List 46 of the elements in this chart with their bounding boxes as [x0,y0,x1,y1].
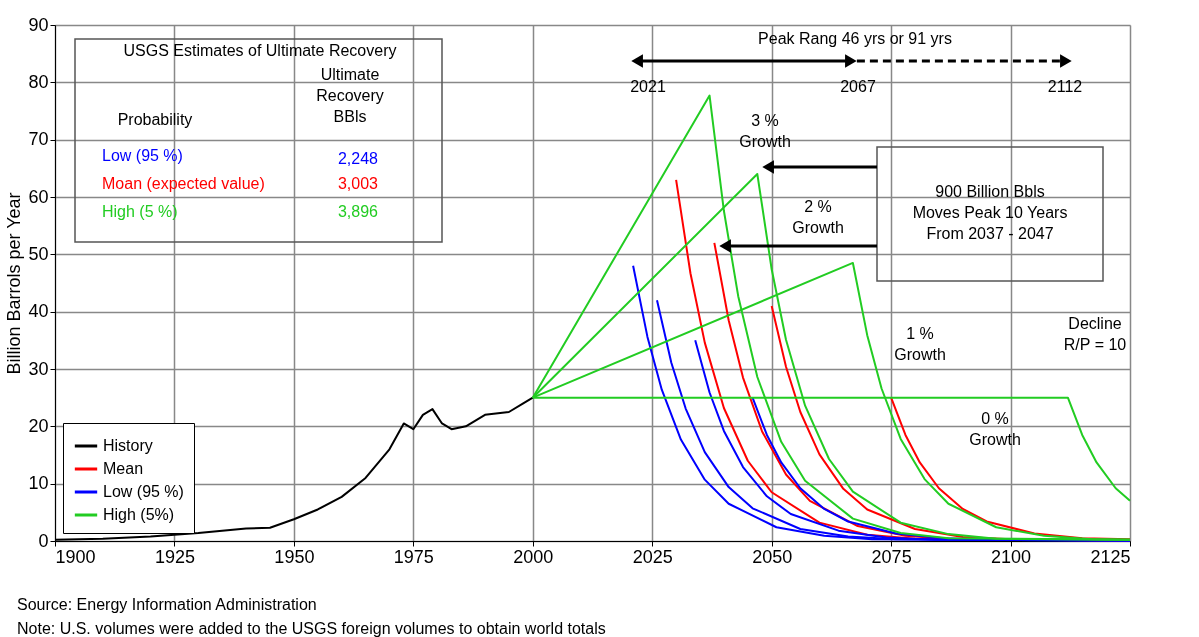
x-tick-label: 2075 [871,546,912,567]
legend-label: Mean [103,460,144,477]
y-axis-title: Billion Barrols per Year [4,192,25,375]
annotation: Peak Rang 46 yrs or 91 yrs [758,30,952,47]
x-tick-label: 2000 [513,546,554,567]
y-tick-label: 50 [28,243,49,264]
annotation: 2067 [840,78,876,95]
annotation: 3 % Growth [739,112,791,150]
y-tick-label: 10 [28,473,49,494]
source-note: Source: Energy Information Administration [17,596,317,613]
y-tick-label: 0 [38,530,49,551]
y-tick-label: 20 [28,415,49,436]
annotation: High (5 %) [102,203,178,220]
y-tick-label: 70 [28,129,49,150]
text: Note: U.S. volumes were added to the USGS foreign volumes to obtain world totals [17,620,606,637]
legend-label: History [103,437,153,454]
x-tick-label: 1975 [393,546,434,567]
annotation: Decline R/P = 10 [1063,315,1127,353]
annotation: 900 Billion Bbls Moves Peak 10 Years From 2037 - 2047 [912,183,1068,242]
annotation: Moan (expected value) [102,175,265,192]
annotation: 2 % Growth [792,198,844,236]
annotation: 2112 [1047,78,1083,95]
annotation: Low (95 %) [102,147,183,164]
annotation: 3,896 [337,203,379,220]
annotation: Probability [117,111,193,128]
y-tick-label: 30 [28,358,49,379]
x-tick-label: 1900 [55,546,96,567]
x-tick-label: 1950 [274,546,315,567]
legend-label: High (5%) [103,506,175,523]
legend-label: Low (95 %) [103,483,184,500]
x-tick-label: 2025 [632,546,673,567]
annotation: Ultimate Recovery BBls [316,66,384,125]
annotation: USGS Estimates of Ultimate Recovery [123,42,397,59]
annotation: 2,248 [337,150,379,167]
annotation: 2021 [630,78,666,95]
x-tick-label: 1925 [154,546,195,567]
x-tick-label: 2050 [752,546,793,567]
annotation: 3,003 [337,175,379,192]
y-tick-label: 40 [28,301,49,322]
y-tick-label: 90 [28,14,49,35]
y-tick-label: 60 [28,186,49,207]
y-tick-label: 80 [28,71,49,92]
x-tick-label: 2100 [991,546,1032,567]
annotation: 1 % Growth [894,325,946,363]
annotation: 0 % Growth [969,410,1021,448]
x-tick-label: 2125 [1090,546,1131,567]
